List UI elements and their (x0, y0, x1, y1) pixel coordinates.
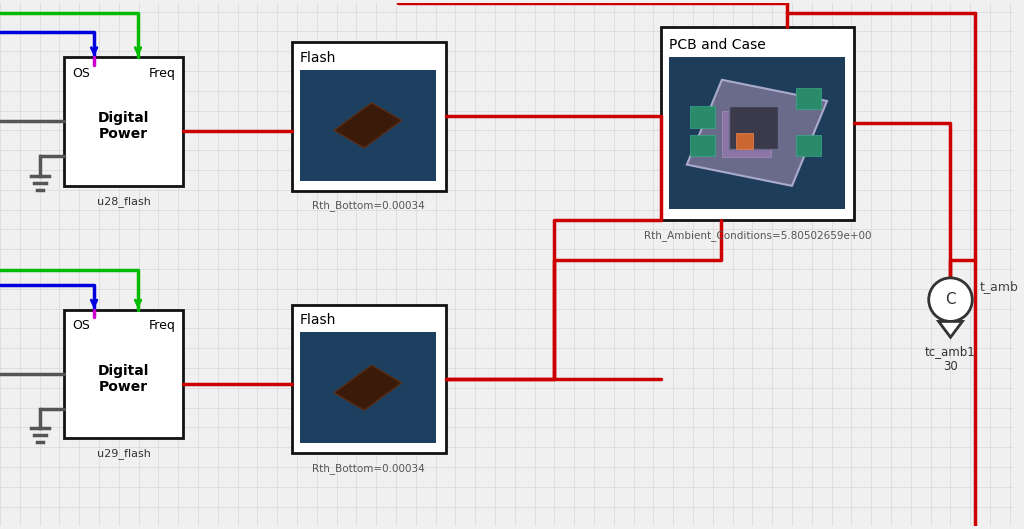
Text: u28_flash: u28_flash (97, 196, 151, 206)
Bar (65, 309, 183, 438)
Circle shape (929, 278, 972, 322)
Text: C: C (945, 292, 955, 307)
Text: t_amb: t_amb (980, 280, 1019, 293)
Bar (300, 332, 435, 443)
Bar (662, 28, 854, 221)
Text: OS: OS (73, 320, 90, 332)
Text: Freq: Freq (148, 67, 175, 80)
Bar (670, 57, 845, 208)
Text: Rth_Bottom=0.00034: Rth_Bottom=0.00034 (312, 200, 425, 212)
Bar (300, 70, 435, 181)
Text: Digital
Power: Digital Power (98, 364, 150, 394)
Text: PCB and Case: PCB and Case (670, 38, 766, 52)
Polygon shape (797, 135, 821, 156)
Bar (292, 42, 445, 191)
Polygon shape (736, 133, 753, 149)
Text: Digital
Power: Digital Power (98, 111, 150, 141)
Text: Flash: Flash (300, 313, 336, 327)
Text: u29_flash: u29_flash (97, 448, 151, 459)
Polygon shape (334, 366, 401, 410)
Bar (292, 305, 445, 453)
Bar (65, 57, 183, 186)
Polygon shape (689, 135, 715, 156)
Text: tc_amb1
30: tc_amb1 30 (925, 345, 976, 373)
Polygon shape (334, 103, 401, 148)
Polygon shape (687, 80, 827, 186)
Polygon shape (689, 106, 715, 127)
Polygon shape (722, 111, 771, 157)
Text: Rth_Bottom=0.00034: Rth_Bottom=0.00034 (312, 463, 425, 474)
Polygon shape (729, 106, 778, 149)
Polygon shape (797, 88, 821, 110)
Text: Rth_Ambient_Conditions=5.80502659e+00: Rth_Ambient_Conditions=5.80502659e+00 (644, 230, 871, 241)
Text: Freq: Freq (148, 320, 175, 332)
Polygon shape (939, 322, 963, 338)
Text: Flash: Flash (300, 51, 336, 65)
Text: OS: OS (73, 67, 90, 80)
